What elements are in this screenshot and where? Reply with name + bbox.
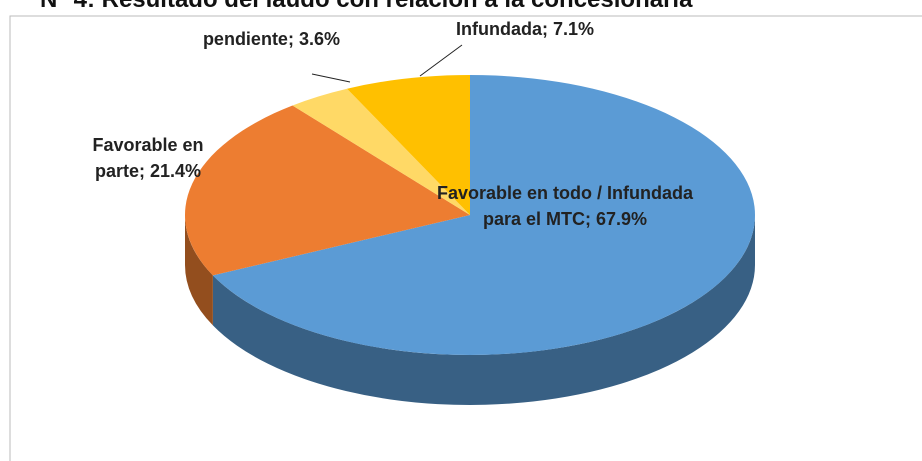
data-label: pendiente; 3.6% [200,26,340,52]
slice-side [185,215,213,326]
slice [347,75,470,215]
leader-line [419,44,463,77]
label-separator: ; [541,19,548,39]
leader-line [311,73,351,83]
label-value: 67.9% [596,209,648,229]
label-category: pendiente [202,29,288,49]
label-separator: ; [584,209,591,229]
label-category: Favorable en parte [92,135,204,181]
label-value: 7.1% [552,19,595,39]
slice [292,88,470,215]
label-separator: ; [138,161,145,181]
slice [212,75,755,355]
label-value: 21.4% [149,161,202,181]
data-label: Favorable en todo / Infundada para el MT… [420,180,710,232]
label-category: Favorable en todo / Infundada para el MT… [436,183,694,229]
data-label: Infundada; 7.1% [455,16,595,42]
label-value: 3.6% [298,29,340,49]
label-separator: ; [287,29,294,49]
chart-title: N° 4: Resultado del laudo con relación a… [40,0,692,14]
data-label: Favorable en parte; 21.4% [68,132,228,184]
slice [185,105,471,276]
label-category: Infundada [455,19,542,39]
slice-side [212,215,756,406]
